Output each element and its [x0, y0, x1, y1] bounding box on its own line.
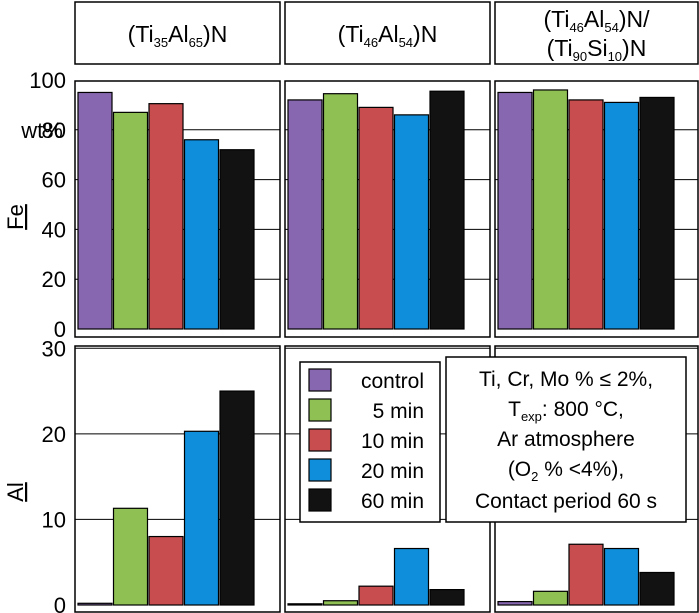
- bar-fe-col2-5min: [322, 93, 359, 330]
- legend-swatch-60min: [308, 488, 332, 512]
- y-tick-label-al: 10: [42, 507, 66, 532]
- conditions-line-2: Texp: 800 °C,: [508, 398, 624, 424]
- conditions-line-2-part: exp: [521, 409, 542, 424]
- bar-al-col3-10min: [568, 543, 604, 606]
- bar-al-col1-control: [77, 602, 113, 606]
- legend-label-10min: 10 min: [361, 430, 424, 453]
- bar-al-col1-5min: [112, 507, 149, 606]
- bar-al-col2-5min: [322, 600, 359, 606]
- legend-swatch-5min: [308, 398, 332, 422]
- column-title-3-line2-part: )N: [622, 35, 646, 61]
- bar-al-col1-60min: [219, 390, 255, 606]
- bar-fe-col2-20min: [393, 114, 430, 330]
- legend: control 5 min 10 min 20 min 60 min: [299, 361, 441, 523]
- bar-fe-col3-20min: [603, 101, 640, 330]
- conditions-line-4-part: 2: [531, 469, 538, 484]
- legend-label-20min: 20 min: [361, 460, 424, 483]
- legend-swatch-control: [308, 368, 332, 392]
- column-title-3-line1-part: Al: [584, 6, 604, 32]
- column-title-3-line1: (Ti46Al54)N/: [543, 6, 650, 35]
- bar-al-col2-60min: [429, 588, 465, 606]
- y-tick-label-al: 30: [42, 336, 66, 361]
- bar-fe-col2-60min: [429, 90, 465, 330]
- y-tick-label-fe: 100: [29, 68, 66, 93]
- bar-fe-col3-60min: [639, 96, 675, 330]
- y-tick-label-al: 0: [54, 593, 66, 613]
- y-axis-unit: wt%: [20, 118, 63, 143]
- y-tick-label-fe: 40: [42, 217, 66, 242]
- column-title-3-line2-part: (Ti: [547, 35, 573, 61]
- y-tick-label-al: 20: [42, 422, 66, 447]
- bar-al-col2-20min: [393, 547, 430, 606]
- legend-swatch-10min: [308, 428, 332, 452]
- column-title-2: (Ti46Al54)N: [338, 21, 438, 50]
- conditions-line-2-part: : 800 °C,: [542, 398, 624, 421]
- conditions-line-3: Ar atmosphere: [497, 428, 635, 451]
- y-tick-label-fe: 80: [42, 118, 66, 143]
- bar-al-col3-20min: [603, 547, 640, 606]
- bar-fe-col3-10min: [568, 99, 604, 330]
- bar-fe-col3-5min: [532, 89, 569, 330]
- legend-label-5min: 5 min: [373, 400, 424, 423]
- y-axis-label-fe: Fe: [3, 204, 28, 230]
- column-title-1-part: Al: [168, 21, 188, 47]
- column-title-3-line1-part: 54: [604, 20, 618, 35]
- column-title-3-line2-part: 10: [608, 49, 622, 64]
- bar-al-col3-control: [497, 600, 533, 606]
- column-title-box-2: [284, 1, 491, 65]
- column-title-2-part: Al: [378, 21, 398, 47]
- conditions-line-1: Ti, Cr, Mo % ≤ 2%,: [479, 368, 653, 391]
- bar-fe-col3-control: [497, 91, 533, 330]
- bar-al-col3-60min: [639, 571, 675, 606]
- y-tick-label-fe: 0: [54, 317, 66, 342]
- y-tick-label-fe: 60: [42, 168, 66, 193]
- y-tick-label-fe: 20: [42, 267, 66, 292]
- legend-swatch-20min: [308, 458, 332, 482]
- bar-al-col1-10min: [148, 535, 184, 606]
- conditions-line-4-part: % <4%),: [538, 458, 624, 481]
- conditions-line-4: (O2 % <4%),: [508, 458, 624, 484]
- bar-fe-col1-10min: [148, 103, 184, 330]
- bar-al-col2-control: [287, 603, 323, 606]
- column-title-3-line2-part: 90: [573, 49, 587, 64]
- bar-fe-col1-control: [77, 91, 113, 330]
- bar-al-col2-10min: [358, 585, 394, 606]
- column-title-3-line2: (Ti90Si10)N: [547, 35, 647, 64]
- column-title-1-part: )N: [203, 21, 227, 47]
- bar-al-col3-5min: [532, 590, 569, 606]
- column-title-1-part: 65: [189, 35, 203, 50]
- column-title-2-part: )N: [413, 21, 437, 47]
- column-title-3-line1-part: (Ti: [543, 6, 569, 32]
- column-title-1-part: (Ti: [128, 21, 154, 47]
- bar-fe-col2-10min: [358, 106, 394, 330]
- column-title-box-1: [74, 1, 281, 65]
- column-title-2-part: 46: [364, 35, 378, 50]
- bar-fe-col1-5min: [112, 111, 149, 330]
- column-title-3-line2-part: Si: [587, 35, 607, 61]
- column-title-3-line1-part: )N/: [619, 6, 650, 32]
- y-axis-label-al: Al: [3, 482, 28, 502]
- legend-label-60min: 60 min: [361, 490, 424, 513]
- bar-fe-col1-60min: [219, 149, 255, 330]
- column-title-box-3: [494, 1, 699, 65]
- column-title-2-part: 54: [399, 35, 413, 50]
- bar-al-col1-20min: [183, 430, 220, 606]
- legend-label-control: control: [361, 370, 424, 393]
- column-title-2-part: (Ti: [338, 21, 364, 47]
- conditions-line-4-part: (O: [508, 458, 531, 481]
- bar-fe-col2-control: [287, 99, 323, 330]
- bar-fe-col1-20min: [183, 139, 220, 330]
- column-title-1-part: 35: [154, 35, 168, 50]
- conditions-line-2-part: T: [508, 398, 521, 421]
- column-title-1: (Ti35Al65)N: [128, 21, 228, 50]
- conditions-box: [445, 356, 687, 523]
- column-title-3-line1-part: 46: [569, 20, 583, 35]
- conditions-line-5: Contact period 60 s: [475, 490, 657, 513]
